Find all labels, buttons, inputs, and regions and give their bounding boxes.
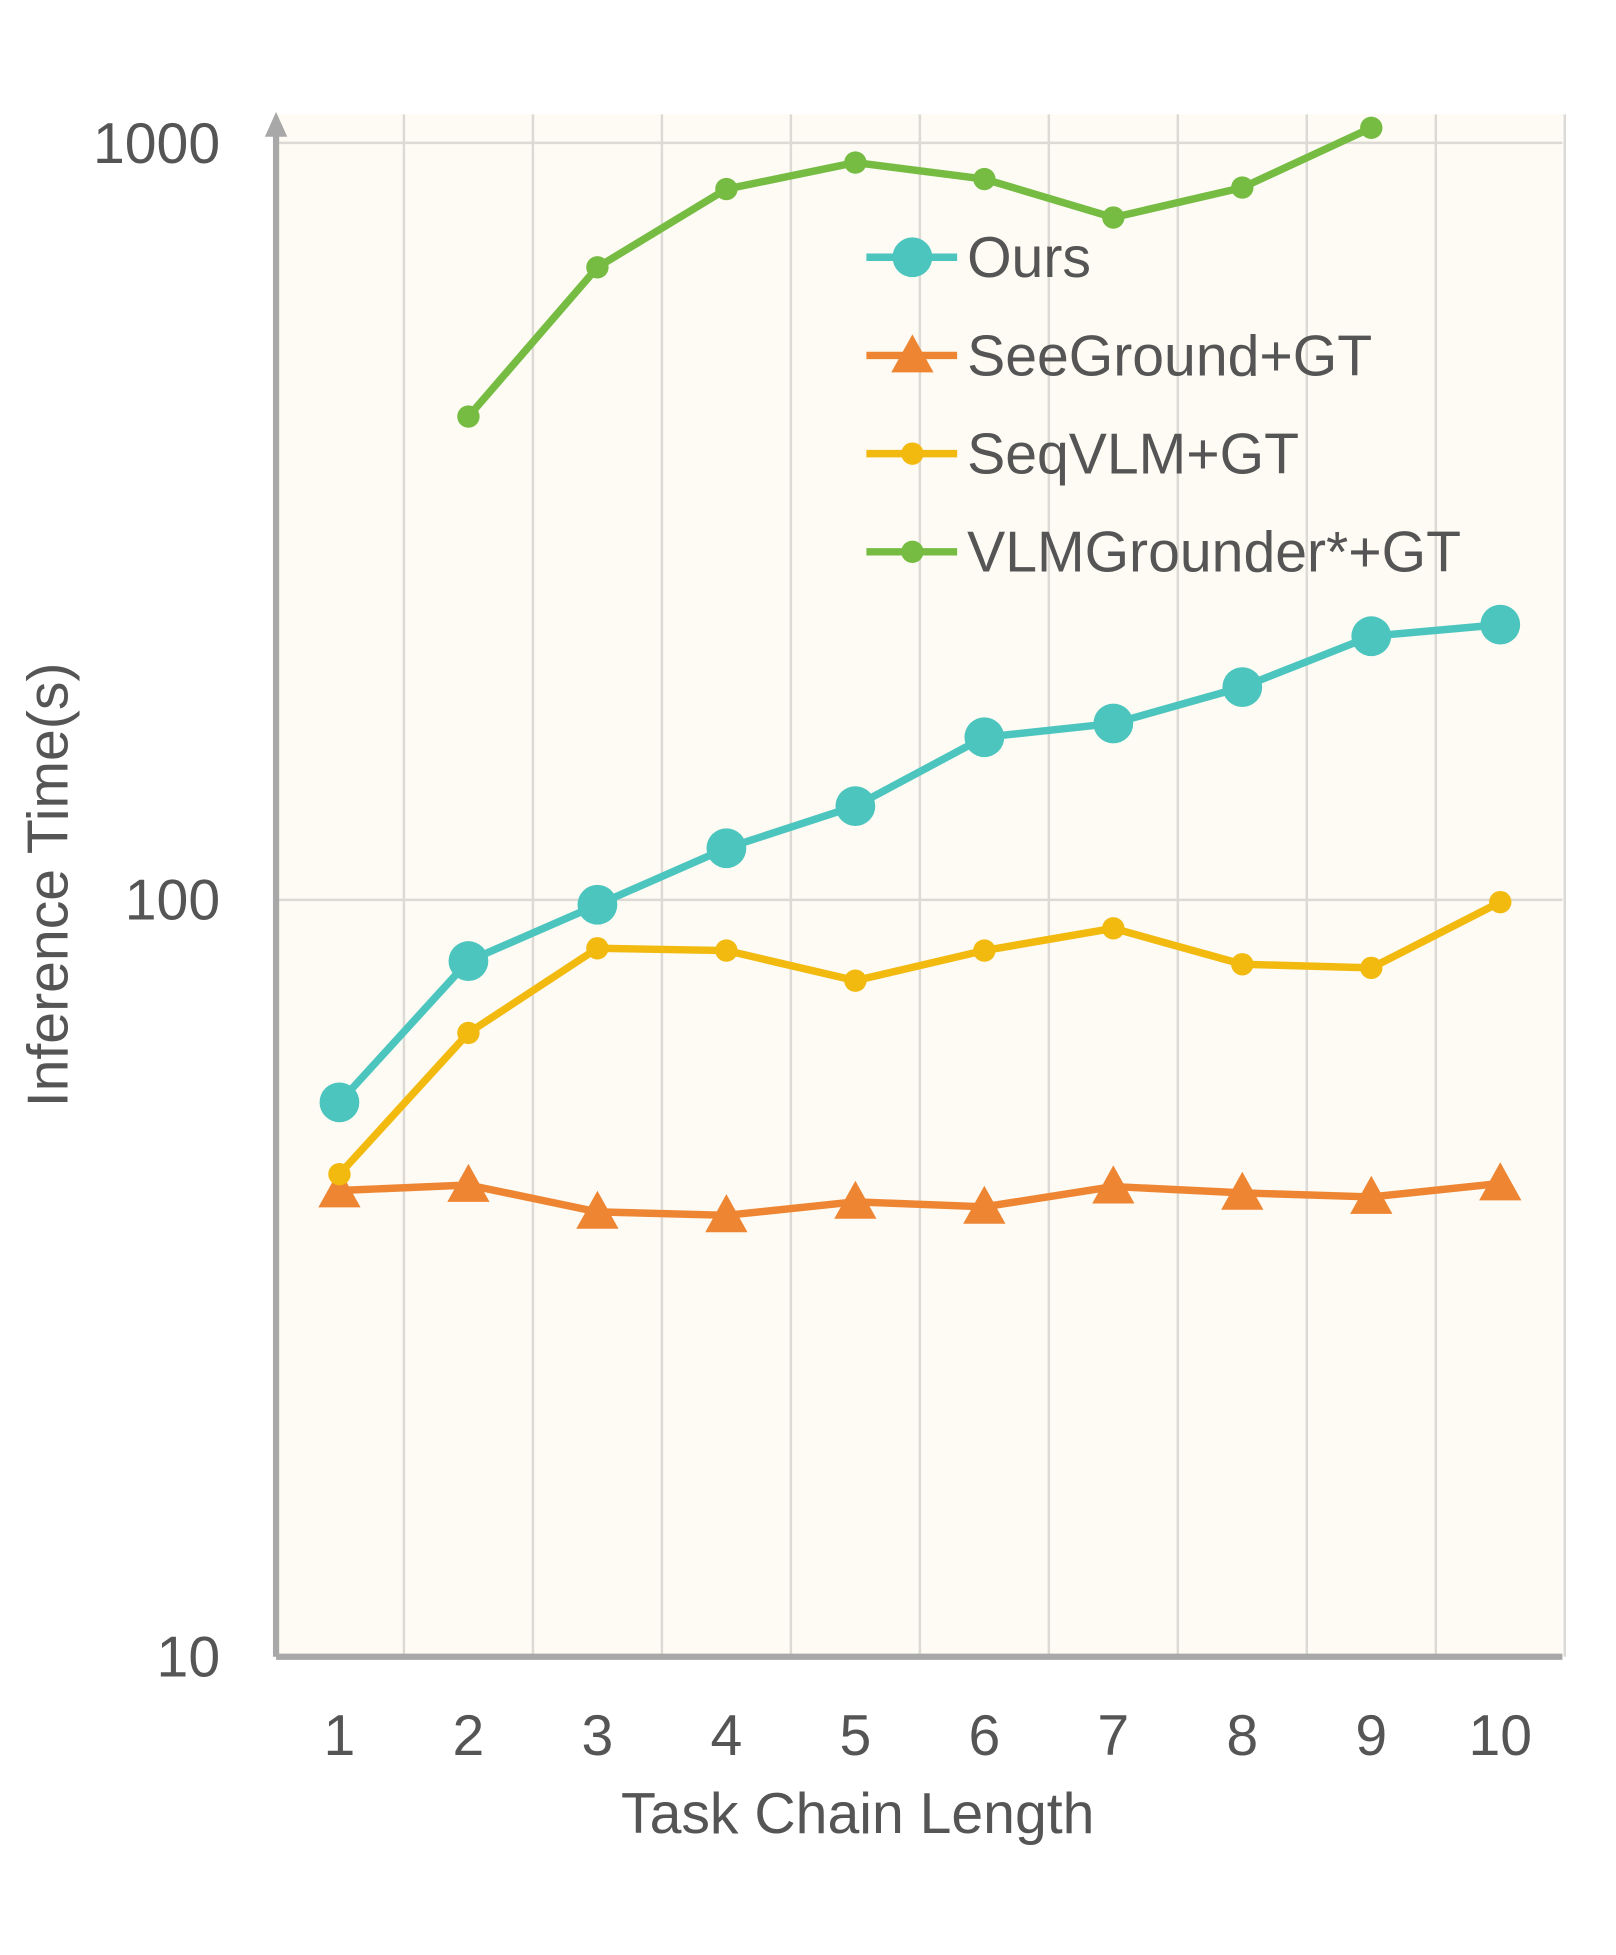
data-point bbox=[1360, 116, 1383, 140]
y-axis-arrow bbox=[264, 111, 288, 137]
data-point bbox=[901, 540, 924, 564]
data-point bbox=[715, 939, 738, 962]
data-point bbox=[835, 786, 876, 826]
x-tick-label: 3 bbox=[582, 1704, 614, 1768]
legend-item: Ours bbox=[866, 226, 1091, 290]
legend-item: SeeGround+GT bbox=[866, 324, 1372, 388]
x-tick-label: 5 bbox=[839, 1704, 871, 1768]
data-point bbox=[457, 405, 480, 428]
data-point bbox=[892, 237, 933, 278]
axes bbox=[264, 111, 1563, 1660]
data-point bbox=[963, 1185, 1006, 1224]
tick-labels: 10 100 1000 1 2 3 4 5 6 7 8 9 10 bbox=[93, 112, 1532, 1768]
data-point bbox=[577, 884, 618, 925]
series-line bbox=[339, 1179, 1501, 1220]
series-line bbox=[336, 898, 1502, 1177]
data-point bbox=[448, 941, 489, 981]
data-point bbox=[705, 1194, 748, 1233]
data-point bbox=[1231, 176, 1254, 199]
series-vlmgrounder-gt bbox=[457, 116, 1383, 428]
data-point bbox=[715, 177, 738, 201]
data-point bbox=[1489, 890, 1512, 914]
data-point bbox=[328, 1163, 351, 1186]
data-point bbox=[447, 1163, 490, 1202]
series-seqvlm-gt bbox=[328, 890, 1512, 1186]
series-ours bbox=[319, 604, 1521, 1123]
data-point bbox=[1221, 1171, 1264, 1210]
y-tick-label: 10 bbox=[157, 1626, 221, 1690]
x-tick-label: 7 bbox=[1097, 1704, 1129, 1768]
data-point bbox=[318, 1169, 361, 1208]
data-point bbox=[1480, 604, 1521, 645]
data-point bbox=[844, 151, 867, 174]
y-tick-label: 1000 bbox=[93, 112, 220, 176]
legend-label: SeeGround+GT bbox=[967, 324, 1372, 388]
x-tick-label: 10 bbox=[1468, 1704, 1532, 1768]
data-point bbox=[1092, 1165, 1135, 1204]
data-point bbox=[973, 167, 996, 191]
data-point bbox=[586, 937, 609, 960]
data-point bbox=[586, 256, 609, 279]
legend-label: VLMGrounder*+GT bbox=[967, 521, 1461, 585]
data-point bbox=[901, 442, 924, 465]
data-point bbox=[1222, 667, 1263, 707]
legend-item: SeqVLM+GT bbox=[866, 423, 1299, 487]
data-point bbox=[706, 828, 747, 869]
x-tick-label: 9 bbox=[1355, 1704, 1387, 1768]
series-line bbox=[336, 620, 1501, 1105]
x-tick-label: 1 bbox=[324, 1704, 356, 1768]
x-tick-label: 8 bbox=[1226, 1704, 1258, 1768]
x-axis-title: Task Chain Length bbox=[621, 1782, 1094, 1846]
data-point bbox=[457, 1021, 480, 1045]
data-point bbox=[973, 939, 996, 962]
data-point bbox=[1093, 703, 1134, 744]
data-point bbox=[576, 1190, 619, 1229]
series-seeground-gt bbox=[318, 1162, 1522, 1233]
x-tick-label: 2 bbox=[453, 1704, 485, 1768]
data-point bbox=[1350, 1175, 1393, 1214]
series-line bbox=[465, 124, 1373, 419]
data-point bbox=[891, 334, 934, 373]
legend-label: SeqVLM+GT bbox=[967, 423, 1299, 487]
x-tick-label: 4 bbox=[710, 1704, 742, 1768]
data-point bbox=[1102, 206, 1125, 229]
x-tick-label: 6 bbox=[968, 1704, 1000, 1768]
data-point bbox=[1102, 917, 1125, 940]
data-point bbox=[319, 1082, 360, 1123]
data-point bbox=[1360, 956, 1383, 980]
legend-item: VLMGrounder*+GT bbox=[866, 521, 1461, 585]
legend-label: Ours bbox=[967, 226, 1091, 290]
y-tick-label: 100 bbox=[125, 869, 220, 933]
data-point bbox=[964, 717, 1005, 758]
legend: Ours SeeGround+GT SeqVLM+GT VLMGrounder*+GT bbox=[866, 226, 1461, 585]
y-axis-title: Inference Time(s) bbox=[16, 663, 80, 1108]
data-point bbox=[1231, 953, 1254, 976]
data-point bbox=[844, 969, 867, 992]
data-point bbox=[1479, 1162, 1522, 1201]
data-point bbox=[1351, 616, 1392, 657]
data-point bbox=[834, 1180, 877, 1219]
